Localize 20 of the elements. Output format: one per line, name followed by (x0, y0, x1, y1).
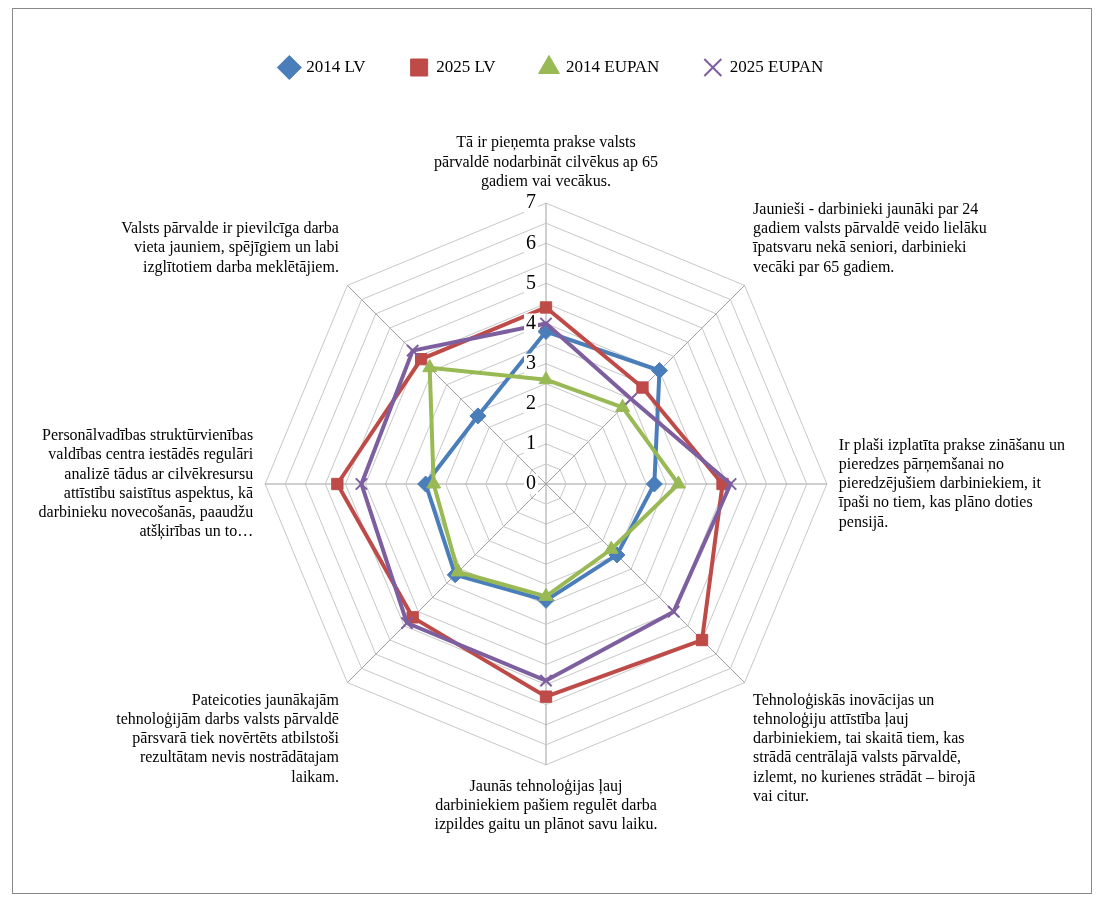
spoke-label: Pateicoties jaunākajām tehnoloģijām darbs valsts pārvaldē pārsvarā tiek novērtēts atbilstoši rezultātam nevis nostrādātajam laikam. (116, 690, 340, 785)
y-tick-label: 0 (526, 471, 536, 494)
legend-label: 2025 LV (436, 56, 497, 76)
legend-label: 2025 EUPAN (729, 56, 824, 76)
legend-label: 2014 LV (306, 56, 367, 76)
legend-label: 2014 EUPAN (565, 56, 660, 76)
y-tick-label: 2 (526, 391, 536, 413)
spoke-label: Ir plaši izplatīta prakse zināšanu un pieredzes pārņemšanai no pieredzējušiem darbiniekiem, it īpaši no tiem, kas plāno doties pensijā. (837, 435, 1065, 531)
spoke-label: Tā ir pieņemta prakse valsts pārvaldē nodarbināt cilvēkus ap 65 gadiem vai vecākus. (434, 133, 658, 190)
spoke-label: Jaunieši - darbinieki jaunāki par 24 gadiem valsts pārvaldē veido lielāku īpatsvaru nekā seniori, darbinieki vecāki par 65 gadiem. (752, 199, 987, 276)
y-tick-label: 6 (526, 230, 536, 253)
y-tick-label: 1 (526, 431, 536, 454)
spoke-label: Valsts pārvalde ir pievilcīga darba vieta jauniem, spējīgiem un labi izglītotiem darba meklētājiem. (121, 219, 340, 276)
spoke-label: Jaunās tehnoloģijas ļauj darbiniekiem pašiem regulēt darba izpildes gaitu un plānot savu laiku. (434, 776, 658, 834)
y-tick-label: 3 (526, 350, 536, 373)
spoke-label: Personālvadības struktūrvienības valdības centra iestādēs regulāri analizē tādus ar cilvēkresursu attīstību saistītus aspektus, kā darbinieku novecošanās, paaudžu atšķirības un to… (38, 426, 254, 541)
y-tick-label: 7 (526, 190, 536, 213)
y-tick-label: 4 (526, 310, 536, 333)
spoke-label: Tehnoloģiskās inovācijas un tehnoloģiju attīstība ļauj darbiniekiem, tai skaitā tiem, kas strādā centrālajā valsts pārvaldē, izlemt, no kurienes strādāt – birojā vai citur. (753, 690, 976, 804)
y-tick-label: 5 (526, 270, 536, 293)
